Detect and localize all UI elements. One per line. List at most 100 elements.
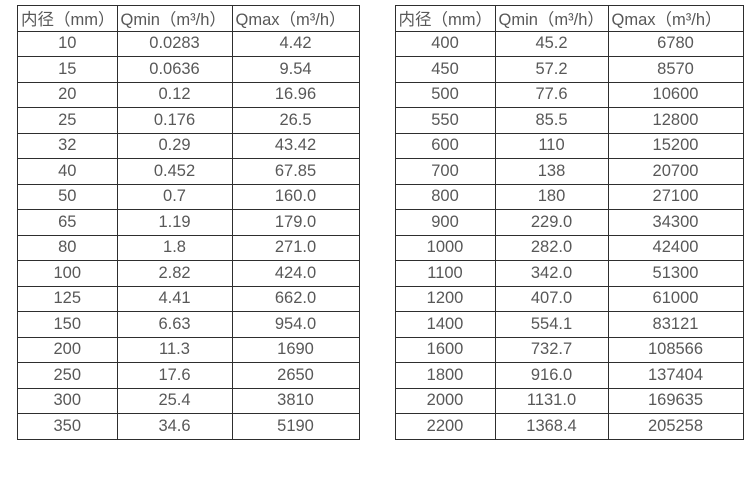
- table-cell: 200: [17, 336, 118, 363]
- flow-spec-table-small-diameters: 内径（mm） Qmin（m³/h） Qmax（m³/h） 10 0.0283 4.4…: [17, 5, 360, 440]
- table-row: 200 11.3 1690: [17, 336, 360, 363]
- table-cell: 0.12: [116, 81, 233, 108]
- table-cell: 17.6: [116, 362, 233, 389]
- table-cell: 10600: [607, 81, 744, 108]
- table-cell: 65: [17, 209, 118, 236]
- table-cell: 80: [17, 234, 118, 261]
- table-cell: 5190: [231, 413, 360, 440]
- table-row: 550 85.5 12800: [394, 107, 744, 134]
- table-cell: 20700: [607, 158, 744, 185]
- table-cell: 0.452: [116, 158, 233, 185]
- table-row: 20 0.12 16.96: [17, 81, 360, 108]
- table-cell: 0.29: [116, 132, 233, 159]
- table-cell: 282.0: [494, 234, 609, 261]
- table-cell: 550: [394, 107, 496, 134]
- table-cell: 179.0: [231, 209, 360, 236]
- table-row: 2200 1368.4 205258: [394, 413, 744, 440]
- table-row: 900 229.0 34300: [394, 209, 744, 236]
- table-cell: 1.8: [116, 234, 233, 261]
- table-cell: 1131.0: [494, 387, 609, 414]
- table-cell: 954.0: [231, 311, 360, 338]
- table-cell: 9.54: [231, 56, 360, 83]
- table-cell: 0.0636: [116, 56, 233, 83]
- table-cell: 57.2: [494, 56, 609, 83]
- table-cell: 32: [17, 132, 118, 159]
- table-cell: 4.41: [116, 285, 233, 312]
- table-row: 600 110 15200: [394, 132, 744, 159]
- table-cell: 2.82: [116, 260, 233, 287]
- table-cell: 6780: [607, 30, 744, 57]
- table-cell: 424.0: [231, 260, 360, 287]
- table-cell: 2650: [231, 362, 360, 389]
- table-cell: 11.3: [116, 336, 233, 363]
- table-cell: 1690: [231, 336, 360, 363]
- table-cell: 42400: [607, 234, 744, 261]
- table-cell: 4.42: [231, 30, 360, 57]
- table-cell: 6.63: [116, 311, 233, 338]
- table-cell: 20: [17, 81, 118, 108]
- table-row: 1400 554.1 83121: [394, 311, 744, 338]
- table-cell: 2000: [394, 387, 496, 414]
- table-cell: 15200: [607, 132, 744, 159]
- table-row: 80 1.8 271.0: [17, 234, 360, 261]
- table-row: 25 0.176 26.5: [17, 107, 360, 134]
- table-cell: 85.5: [494, 107, 609, 134]
- table-row: 800 180 27100: [394, 183, 744, 210]
- table-cell: 83121: [607, 311, 744, 338]
- table-row: 300 25.4 3810: [17, 387, 360, 414]
- flow-spec-table-large-diameters: 内径（mm） Qmin（m³/h） Qmax（m³/h） 400 45.2 6780…: [394, 5, 744, 440]
- table-row: 65 1.19 179.0: [17, 209, 360, 236]
- table-row: 1000 282.0 42400: [394, 234, 744, 261]
- table-row: 50 0.7 160.0: [17, 183, 360, 210]
- table-body: 400 45.2 6780 450 57.2 8570 500 77.6 10600 550 85.…: [394, 30, 744, 440]
- table-row: 250 17.6 2650: [17, 362, 360, 389]
- table-cell: 1100: [394, 260, 496, 287]
- table-cell: 100: [17, 260, 118, 287]
- table-cell: 1400: [394, 311, 496, 338]
- table-row: 400 45.2 6780: [394, 30, 744, 57]
- table-cell: 61000: [607, 285, 744, 312]
- table-cell: 10: [17, 30, 118, 57]
- table-cell: 732.7: [494, 336, 609, 363]
- header-row: 内径（mm） Qmin（m³/h） Qmax（m³/h）: [17, 5, 360, 32]
- table-cell: 407.0: [494, 285, 609, 312]
- table-cell: 8570: [607, 56, 744, 83]
- table-cell: 700: [394, 158, 496, 185]
- table-cell: 1800: [394, 362, 496, 389]
- header-cell-qmax: Qmax（m³/h）: [607, 5, 744, 32]
- table-cell: 342.0: [494, 260, 609, 287]
- table-cell: 160.0: [231, 183, 360, 210]
- table-cell: 0.7: [116, 183, 233, 210]
- table-row: 2000 1131.0 169635: [394, 387, 744, 414]
- table-cell: 25: [17, 107, 118, 134]
- table-cell: 300: [17, 387, 118, 414]
- table-cell: 554.1: [494, 311, 609, 338]
- table-cell: 15: [17, 56, 118, 83]
- table-row: 500 77.6 10600: [394, 81, 744, 108]
- table-cell: 0.0283: [116, 30, 233, 57]
- table-cell: 271.0: [231, 234, 360, 261]
- table-cell: 26.5: [231, 107, 360, 134]
- table-cell: 800: [394, 183, 496, 210]
- table-cell: 50: [17, 183, 118, 210]
- table-cell: 34.6: [116, 413, 233, 440]
- table-header: 内径（mm） Qmin（m³/h） Qmax（m³/h）: [394, 5, 744, 32]
- header-cell-qmax: Qmax（m³/h）: [231, 5, 360, 32]
- table-header: 内径（mm） Qmin（m³/h） Qmax（m³/h）: [17, 5, 360, 32]
- table-cell: 125: [17, 285, 118, 312]
- table-cell: 1368.4: [494, 413, 609, 440]
- table-row: 32 0.29 43.42: [17, 132, 360, 159]
- table-cell: 169635: [607, 387, 744, 414]
- header-cell-diameter: 内径（mm）: [17, 5, 118, 32]
- table-cell: 150: [17, 311, 118, 338]
- table-row: 450 57.2 8570: [394, 56, 744, 83]
- tables-container: 内径（mm） Qmin（m³/h） Qmax（m³/h） 10 0.0283 4.4…: [17, 5, 750, 440]
- table-cell: 229.0: [494, 209, 609, 236]
- table-cell: 400: [394, 30, 496, 57]
- table-cell: 2200: [394, 413, 496, 440]
- header-cell-qmin: Qmin（m³/h）: [116, 5, 233, 32]
- table-cell: 45.2: [494, 30, 609, 57]
- header-row: 内径（mm） Qmin（m³/h） Qmax（m³/h）: [394, 5, 744, 32]
- table-cell: 205258: [607, 413, 744, 440]
- table-cell: 1000: [394, 234, 496, 261]
